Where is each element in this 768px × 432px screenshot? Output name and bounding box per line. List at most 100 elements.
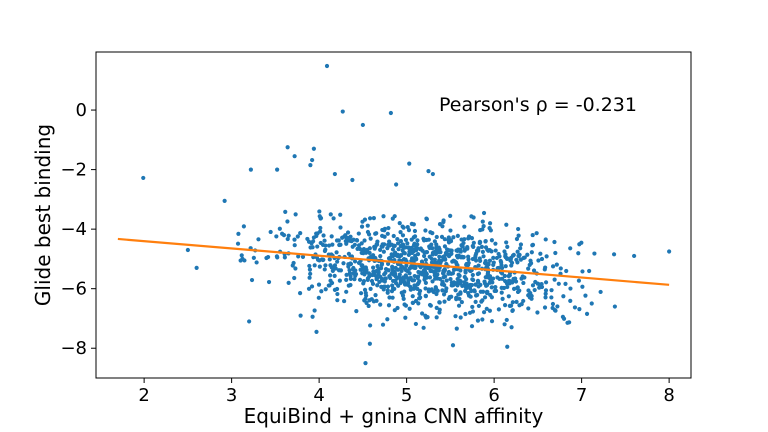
scatter-point: [481, 310, 487, 315]
scatter-point: [553, 250, 558, 256]
x-tick-label: 3: [226, 385, 237, 406]
scatter-point: [410, 278, 415, 283]
scatter-point: [371, 265, 376, 270]
scatter-point: [499, 271, 505, 276]
scatter-point: [311, 146, 316, 151]
scatter-point: [504, 317, 509, 323]
scatter-point: [583, 293, 588, 298]
scatter-point: [318, 225, 323, 231]
scatter-point: [561, 316, 567, 321]
scatter-point: [352, 276, 357, 282]
scatter-point: [249, 277, 255, 283]
scatter-point: [396, 247, 401, 252]
scatter-point: [450, 343, 456, 348]
scatter-point: [416, 269, 421, 275]
scatter-point: [368, 236, 373, 241]
scatter-point: [510, 253, 516, 258]
scatter-point: [466, 291, 471, 296]
scatter-point: [323, 263, 328, 268]
scatter-point: [324, 63, 330, 69]
scatter-point: [344, 289, 349, 294]
scatter-point: [314, 233, 319, 239]
scatter-point: [415, 238, 420, 243]
scatter-point: [467, 310, 473, 315]
scatter-point: [543, 265, 548, 270]
scatter-point: [470, 304, 475, 310]
scatter-point: [456, 279, 461, 284]
scatter-point: [412, 228, 418, 234]
scatter-point: [423, 286, 428, 291]
scatter-point: [368, 323, 373, 328]
scatter-point: [268, 229, 273, 235]
scatter-point: [296, 254, 301, 259]
scatter-point: [511, 286, 517, 291]
scatter-point: [321, 257, 326, 262]
scatter-point: [493, 248, 498, 253]
scatter-point: [504, 256, 510, 262]
scatter-point: [502, 322, 507, 327]
scatter-point: [485, 271, 490, 276]
scatter-point: [466, 262, 471, 268]
fit-line: [117, 237, 670, 286]
scatter-point: [400, 233, 406, 238]
scatter-point: [347, 268, 352, 273]
scatter-point: [492, 288, 497, 294]
scatter-point: [382, 284, 387, 289]
scatter-point: [514, 299, 519, 305]
scatter-point: [362, 268, 367, 273]
scatter-point: [423, 294, 428, 299]
scatter-point: [519, 276, 524, 281]
scatter-point: [455, 233, 460, 238]
scatter-point: [564, 268, 569, 274]
scatter-point: [399, 265, 404, 270]
scatter-point: [453, 288, 458, 293]
scatter-point: [427, 245, 432, 251]
scatter-point: [285, 219, 290, 224]
scatter-point: [385, 231, 390, 236]
scatter-point: [390, 247, 396, 252]
scatter-point: [307, 275, 312, 280]
scatter-point: [410, 300, 415, 305]
scatter-point: [336, 238, 341, 243]
scatter-point: [473, 258, 479, 263]
scatter-point: [495, 275, 500, 280]
scatter-point: [420, 311, 425, 316]
scatter-point: [454, 326, 459, 331]
scatter-point: [379, 244, 384, 249]
scatter-point: [503, 264, 508, 269]
y-axis-title: Glide best binding: [31, 124, 55, 306]
scatter-point: [403, 237, 409, 243]
scatter-point: [584, 311, 590, 316]
scatter-point: [403, 257, 408, 262]
scatter-point: [496, 307, 501, 312]
scatter-point: [568, 298, 573, 303]
scatter-point: [417, 279, 422, 284]
scatter-point: [406, 228, 412, 233]
scatter-point: [542, 305, 548, 310]
scatter-point: [412, 234, 418, 239]
scatter-point: [469, 214, 474, 219]
scatter-point: [580, 269, 585, 274]
scatter-point: [556, 281, 561, 286]
scatter-point: [274, 234, 279, 239]
scatter-point: [382, 272, 387, 277]
scatter-point: [462, 237, 467, 242]
scatter-point: [526, 288, 531, 293]
scatter-point: [577, 306, 582, 312]
scatter-point: [350, 177, 355, 183]
scatter-point: [292, 237, 297, 242]
scatter-point: [493, 241, 498, 246]
scatter-point: [450, 271, 456, 276]
scatter-point: [413, 253, 418, 258]
scatter-point: [395, 305, 400, 311]
scatter-point: [501, 285, 507, 291]
scatter-point: [529, 250, 534, 255]
scatter-point: [335, 259, 340, 264]
scatter-point: [448, 228, 453, 233]
scatter-point: [414, 245, 420, 251]
scatter-point: [194, 265, 199, 270]
scatter-point: [328, 212, 333, 217]
scatter-point: [399, 253, 404, 258]
y-tick-label: −2: [60, 160, 87, 181]
scatter-point: [459, 255, 464, 260]
